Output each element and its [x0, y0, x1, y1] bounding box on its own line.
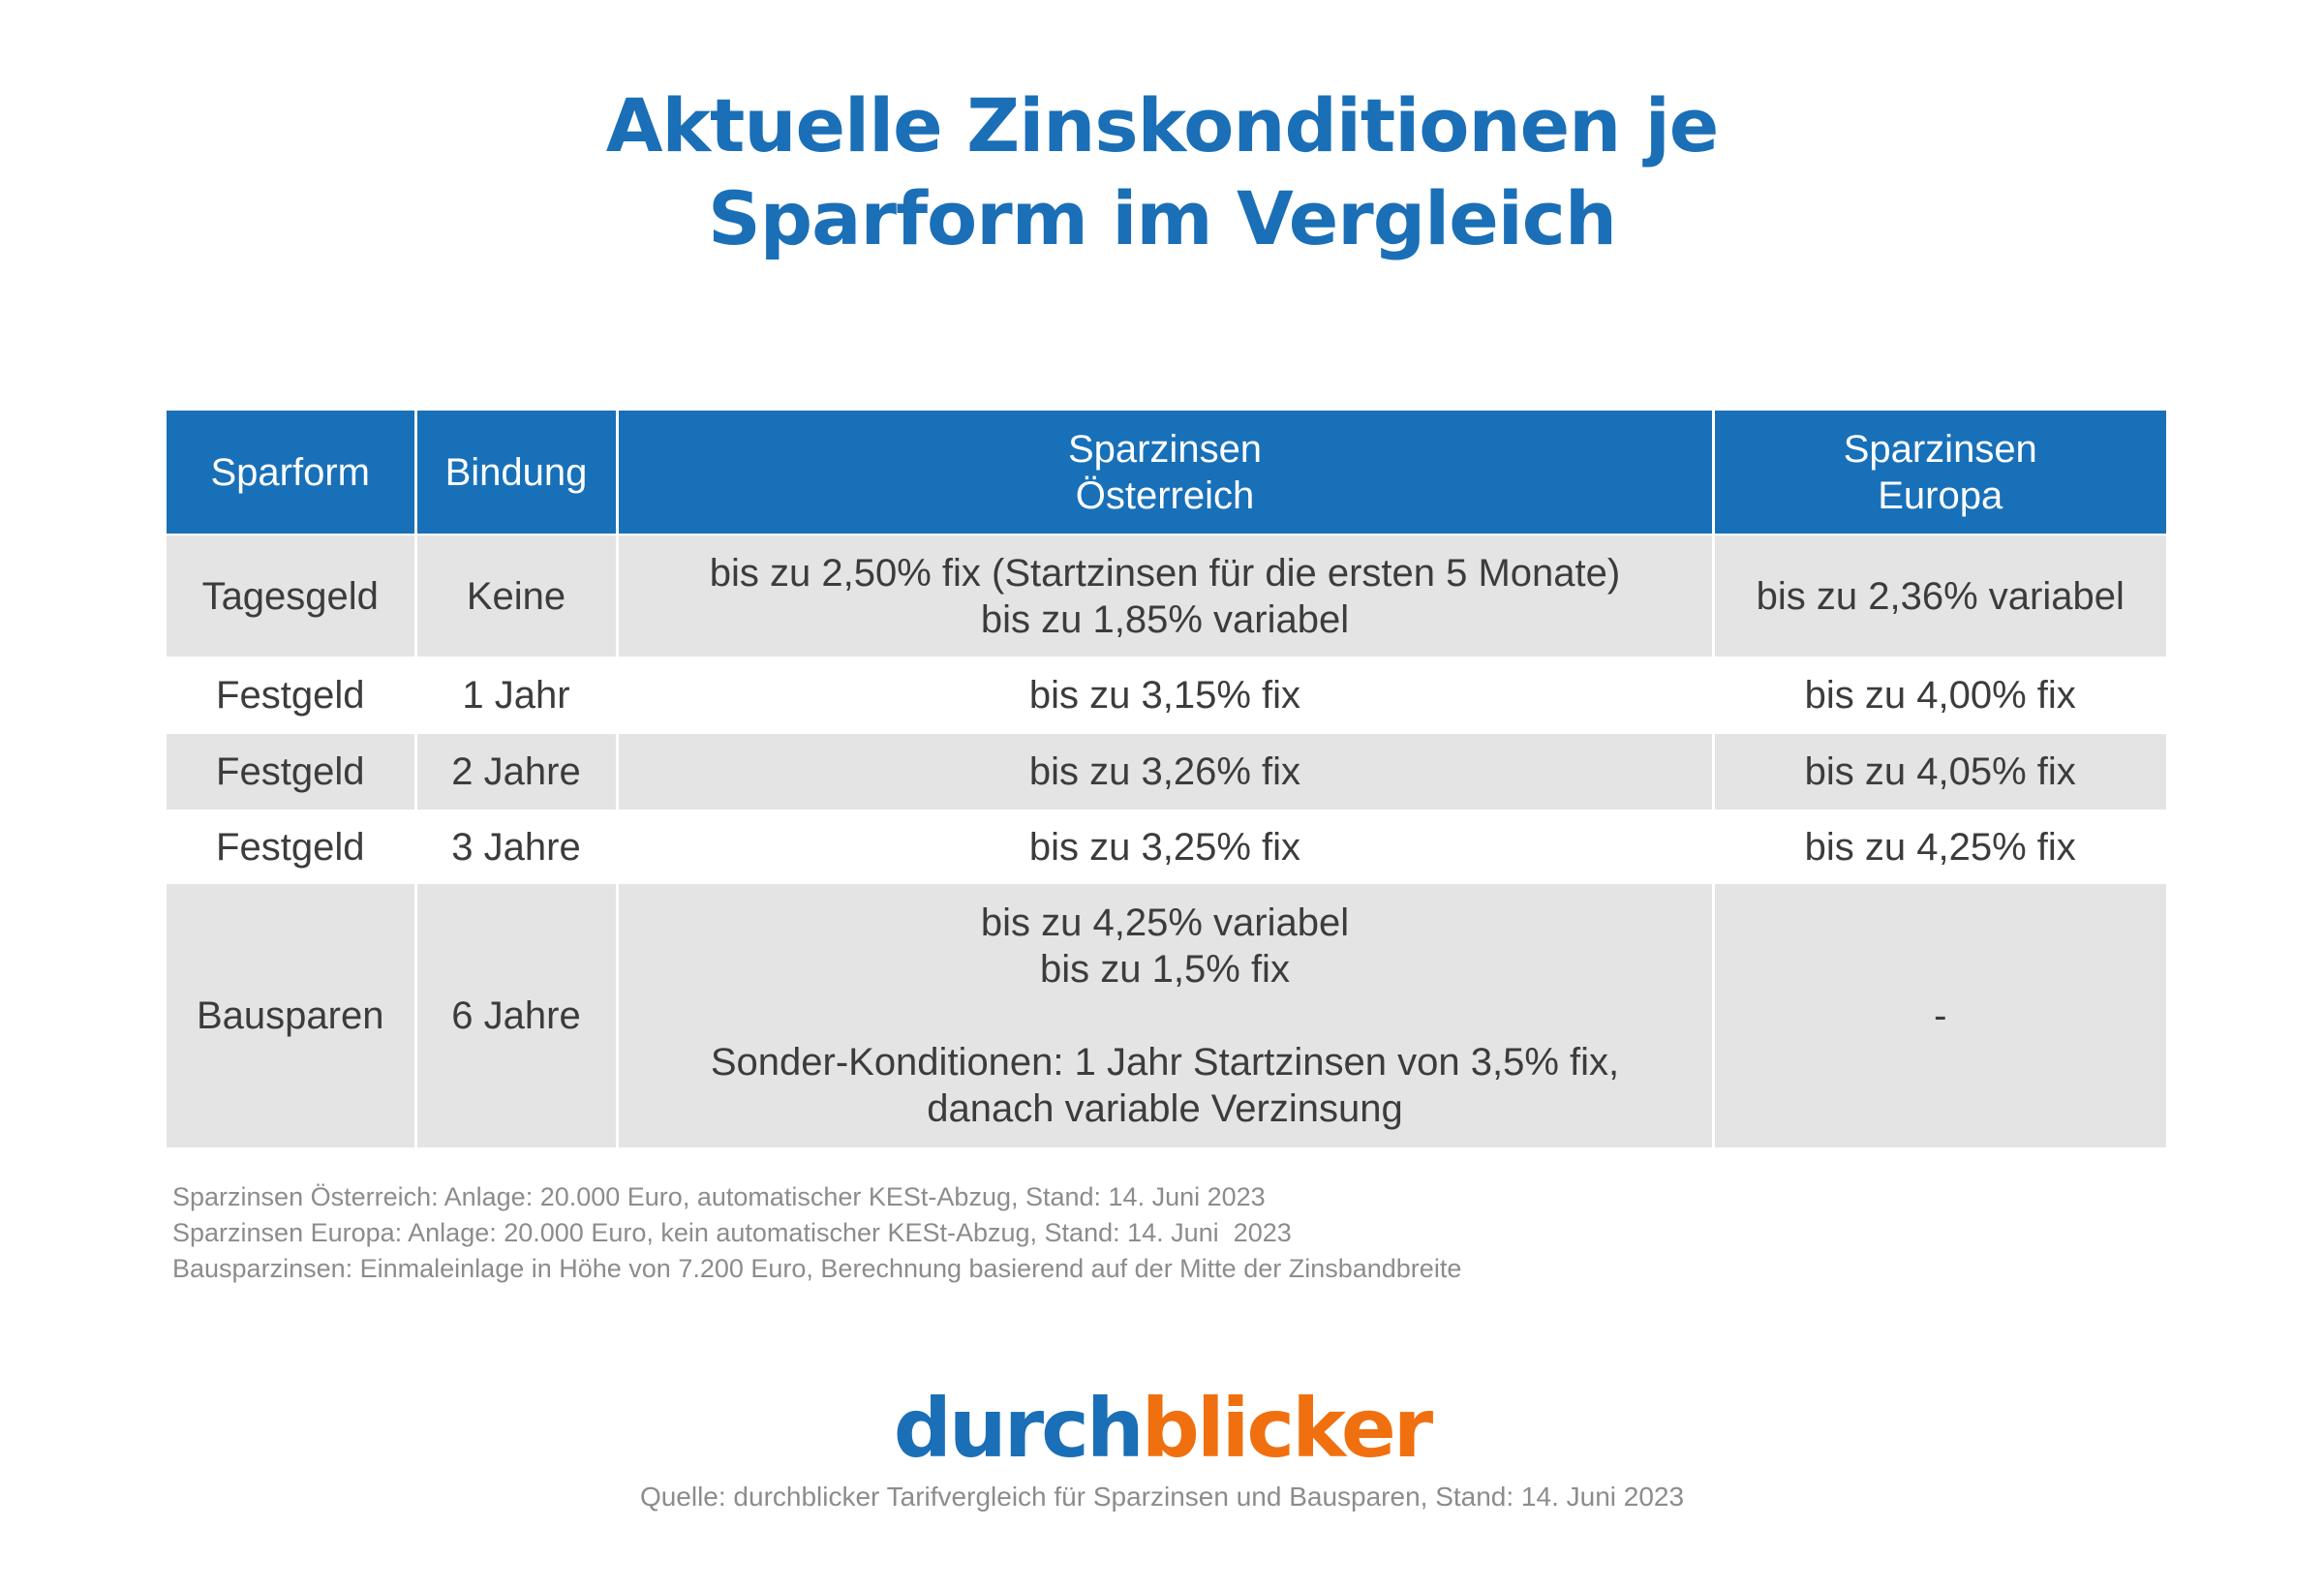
table-header-row: Sparform Bindung Sparzinsen Österreich Sp…	[167, 411, 2166, 535]
interest-rate-table: Sparform Bindung Sparzinsen Österreich Sp…	[167, 411, 2166, 1147]
cell-sparform: Festgeld	[167, 657, 417, 734]
table-row: Festgeld 2 Jahre bis zu 3,26% fix bis zu…	[167, 734, 2166, 810]
cell-europa: bis zu 2,36% variabel	[1711, 535, 2166, 657]
cell-sparform: Festgeld	[167, 734, 417, 810]
cell-europa: -	[1711, 884, 2166, 1147]
footnotes: Sparzinsen Österreich: Anlage: 20.000 Eu…	[172, 1179, 1461, 1287]
durchblicker-logo: durchblicker	[893, 1381, 1433, 1476]
cell-sparform: Bausparen	[167, 884, 417, 1147]
cell-europa: bis zu 4,25% fix	[1711, 810, 2166, 884]
footnote: Bausparzinsen: Einmaleinlage in Höhe von…	[172, 1254, 1462, 1283]
cell-oesterreich: bis zu 3,15% fix	[615, 657, 1715, 734]
cell-oesterreich: bis zu 3,26% fix	[615, 734, 1715, 810]
cell-bindung: 6 Jahre	[413, 884, 619, 1147]
footnote: Sparzinsen Österreich: Anlage: 20.000 Eu…	[172, 1182, 1266, 1211]
header-bindung: Bindung	[413, 411, 619, 535]
cell-europa: bis zu 4,00% fix	[1711, 657, 2166, 734]
cell-bindung: 2 Jahre	[413, 734, 619, 810]
footnote: Sparzinsen Europa: Anlage: 20.000 Euro, …	[172, 1218, 1292, 1247]
table-row: Tagesgeld Keine bis zu 2,50% fix (Startz…	[167, 535, 2166, 657]
cell-bindung: 1 Jahr	[413, 657, 619, 734]
cell-europa: bis zu 4,05% fix	[1711, 734, 2166, 810]
cell-sparform: Festgeld	[167, 810, 417, 884]
cell-sparform: Tagesgeld	[167, 535, 417, 657]
cell-oesterreich: bis zu 2,50% fix (Startzinsen für die er…	[615, 535, 1715, 657]
table-row: Festgeld 3 Jahre bis zu 3,25% fix bis zu…	[167, 810, 2166, 884]
header-sparform: Sparform	[167, 411, 417, 535]
title-line-2: Sparform im Vergleich	[708, 175, 1617, 261]
cell-oesterreich: bis zu 4,25% variabel bis zu 1,5% fix So…	[615, 884, 1715, 1147]
source-note: Quelle: durchblicker Tarifvergleich für …	[639, 1482, 1685, 1512]
page-title: Aktuelle Zinskonditionen je Sparform im …	[0, 79, 2324, 265]
title-line-1: Aktuelle Zinskonditionen je	[605, 82, 1720, 168]
cell-bindung: 3 Jahre	[413, 810, 619, 884]
table-row: Bausparen 6 Jahre bis zu 4,25% variabel …	[167, 884, 2166, 1147]
cell-bindung: Keine	[413, 535, 619, 657]
table-row: Festgeld 1 Jahr bis zu 3,15% fix bis zu …	[167, 657, 2166, 734]
header-sparzinsen-europa: Sparzinsen Europa	[1711, 411, 2166, 535]
header-sparzinsen-oesterreich: Sparzinsen Österreich	[615, 411, 1715, 535]
cell-oesterreich: bis zu 3,25% fix	[615, 810, 1715, 884]
